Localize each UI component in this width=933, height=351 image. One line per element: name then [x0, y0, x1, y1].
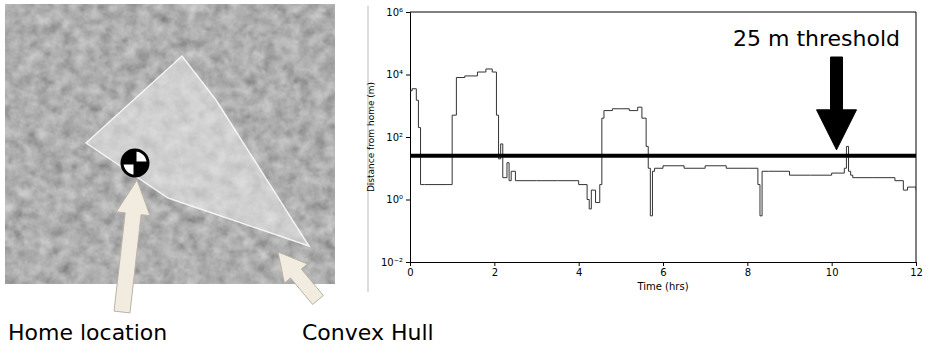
x-tick-label: 10 — [826, 267, 839, 278]
y-tick: 10² — [386, 132, 410, 143]
x-tick-mark — [579, 262, 580, 266]
y-tick: 10⁻² — [381, 257, 410, 268]
x-tick-label: 2 — [492, 267, 498, 278]
y-axis: 10⁻² 10⁰ 10² 10⁴ 10⁶ — [381, 7, 411, 268]
x-tick-mark — [916, 262, 917, 266]
satellite-map — [5, 4, 335, 284]
y-tick-mark — [406, 262, 410, 263]
home-marker — [122, 150, 148, 176]
x-tick-label: 8 — [745, 267, 751, 278]
x-tick-mark — [663, 262, 664, 266]
y-tick: 10⁴ — [386, 69, 410, 80]
x-tick-label: 6 — [660, 267, 666, 278]
line-chart: 10⁻² 10⁰ 10² 10⁴ 10⁶ 0 2 4 6 8 10 12 Time (hrs) Dista… — [366, 7, 923, 292]
y-axis-line — [406, 13, 411, 263]
x-tick-mark — [832, 262, 833, 266]
x-axis: 0 2 4 6 8 10 12 — [407, 262, 923, 278]
y-tick-mark — [406, 75, 410, 76]
y-tick-label: 10² — [386, 132, 403, 143]
y-tick-mark — [406, 137, 410, 138]
x-tick: 0 — [407, 262, 413, 278]
x-tick-label: 12 — [910, 267, 923, 278]
y-tick-mark — [406, 200, 410, 201]
plot-frame — [410, 12, 916, 262]
x-tick: 12 — [910, 262, 923, 278]
x-tick: 2 — [492, 262, 498, 278]
convex-hull — [86, 56, 309, 246]
y-tick-label: 10⁰ — [386, 194, 403, 205]
y-tick: 10⁶ — [386, 7, 410, 18]
x-axis-title: Time (hrs) — [636, 281, 688, 292]
x-tick: 8 — [745, 262, 751, 278]
x-tick-mark — [747, 262, 748, 266]
map-label: Home location — [8, 320, 167, 345]
x-tick: 10 — [826, 262, 839, 278]
home-crosshair — [122, 150, 148, 176]
x-tick-label: 0 — [407, 267, 413, 278]
y-tick-label: 10⁴ — [386, 69, 403, 80]
x-tick: 6 — [660, 262, 666, 278]
map-panel: Home location Convex Hull — [5, 4, 434, 345]
threshold-label: 25 m threshold — [733, 26, 900, 51]
figure: Home location Convex Hull 10⁻² 10⁰ 10² 10⁴ 10⁶… — [0, 0, 933, 351]
home-marker-fill — [122, 150, 148, 176]
threshold-line — [410, 154, 916, 158]
y-axis-title: Distance from home (m) — [366, 82, 376, 192]
y-tick-label: 10⁻² — [381, 257, 403, 268]
home-arrow — [114, 180, 150, 313]
map-label: Convex Hull — [302, 320, 434, 345]
x-tick-mark — [494, 262, 495, 266]
x-axis-line — [411, 263, 917, 267]
threshold-arrow — [817, 57, 857, 150]
x-tick-label: 4 — [576, 267, 582, 278]
x-tick-mark — [410, 262, 411, 266]
x-tick: 4 — [576, 262, 582, 278]
y-tick-label: 10⁶ — [386, 7, 403, 18]
y-tick-mark — [406, 12, 410, 13]
hull-arrow — [278, 252, 323, 304]
y-tick: 10⁰ — [386, 194, 410, 205]
